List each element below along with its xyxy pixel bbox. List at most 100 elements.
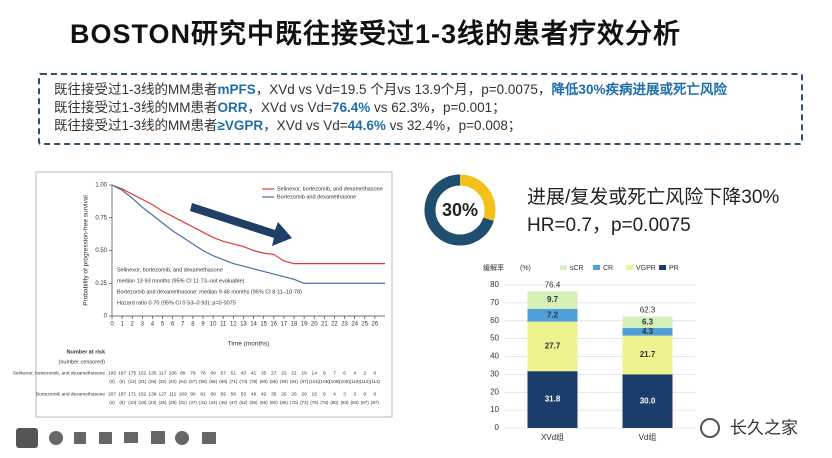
risk-count: 42 [261,391,267,397]
risk-row-label: Selinexor, bortezomib, and dexamethasone [13,370,106,376]
risk-censored: (84) [351,400,360,405]
risk-censored: (109) [339,379,350,384]
risk-count: 7 [333,370,336,376]
bar-segment [622,335,673,375]
y-tick-label: 20 [490,387,499,396]
risk-censored: (78) [320,400,329,405]
risk-count: 6 [343,370,346,376]
risk-count: 109 [179,391,187,397]
x-tick-label: 16 [270,322,277,328]
value-label: 30.0 [640,396,656,405]
pen-button[interactable] [74,432,86,444]
chat-button[interactable] [151,431,165,444]
risk-count: 111 [169,391,177,397]
risk-censored: (54) [179,379,188,384]
annotation: Selinexor, bortezomib, and dexamethasone [117,267,223,273]
risk-count: 49 [251,391,257,397]
value-label: 21.7 [640,350,656,359]
risk-count: 69 [210,370,216,376]
risk-censored: (52) [239,400,248,405]
x-tick-label: 1 [120,322,124,328]
more-button[interactable] [175,431,189,445]
bar-segment [527,291,578,309]
x-tick-label: 2 [131,322,135,328]
risk-count: 43 [241,370,247,376]
risk-count: 2 [363,370,366,376]
risk-row-label: Bortezomib and dexamethasone [36,391,105,397]
y-tick-label: 0.25 [95,281,107,287]
risk-count: 152 [138,391,146,397]
x-tick-label: XVd组 [541,432,564,442]
risk-count: 59 [221,391,227,397]
risk-censored: (0) [109,400,115,405]
risk-count: 57 [221,370,227,376]
donut-slice [459,174,496,221]
close-button[interactable] [202,432,216,444]
risk-censored: (12) [128,379,137,384]
risk-censored: (57) [189,379,198,384]
total-label: 62.3 [640,306,656,315]
x-tick-label: 10 [210,322,217,328]
watermark: 长久之家 [730,418,798,437]
risk-heading: Number at risk [66,349,105,355]
risk-count: 3 [353,391,356,397]
risk-count: 207 [108,391,116,397]
bar-segment [622,316,673,328]
summary-text: ORR [217,100,248,115]
bar-segment [527,321,578,372]
total-label: 76.4 [545,281,561,290]
summary-text: ≥VGPR [217,118,264,133]
risk-censored: (69) [219,379,228,384]
value-label: 9.7 [547,295,559,304]
y-tick-label: 0 [495,423,500,432]
risk-count: 195 [108,370,116,376]
x-tick-label: 18 [291,322,298,328]
x-tick-label: 6 [171,322,175,328]
legend-label: Bortezomib and dexamethasone [277,194,356,200]
y-tick-label: 1.00 [95,183,107,189]
y-tick-label: 80 [490,280,499,289]
x-tick-label: 23 [341,322,348,328]
y-axis-unit: (%) [520,265,531,272]
risk-count: 21 [291,370,297,376]
headline: HR=0.7，p=0.0075 [527,215,691,236]
summary-text: 既往接受过1-3线的MM患者 [54,100,218,115]
legend-swatch [626,265,633,270]
risk-censored: (80) [330,400,339,405]
risk-censored: (87) [361,400,370,405]
risk-censored: (47) [229,400,238,405]
play-button[interactable] [49,431,63,445]
donut-label: 30% [442,200,478,220]
risk-censored: (0) [109,379,115,384]
menu-button[interactable] [16,428,38,448]
x-tick-label: 13 [240,322,247,328]
summary-text: ，XVd vs Vd= [247,100,332,115]
screen-button[interactable] [99,432,112,444]
risk-censored: (94) [290,379,299,384]
risk-censored: (75) [310,400,319,405]
risk-count: 35 [261,370,267,376]
survival-curve [111,184,385,284]
risk-censored: (110) [350,379,361,384]
risk-censored: (42) [169,379,178,384]
x-tick-label: 14 [250,322,257,328]
risk-count: 106 [169,370,177,376]
risk-censored: (101) [309,379,320,384]
legend-label: CR [603,265,613,272]
risk-count: 22 [281,370,287,376]
slide-title: BOSTON研究中既往接受过1-3线的患者疗效分析 [70,19,682,49]
x-tick-label: 4 [151,322,155,328]
toolbar[interactable] [16,428,216,448]
summary-text: vs 62.3%，p=0.001； [370,100,506,115]
risk-censored: (28) [148,379,157,384]
risk-censored: (73) [239,379,248,384]
risk-censored: (5) [119,379,125,384]
x-tick-label: 20 [311,322,318,328]
risk-count: 0 [374,391,377,397]
risk-count: 117 [159,370,167,376]
y-axis-label: 缓解率 [483,263,504,272]
risk-censored: (59) [199,379,208,384]
x-tick-label: 17 [281,322,288,328]
camera-button[interactable] [124,432,138,443]
risk-censored: (26) [159,400,168,405]
